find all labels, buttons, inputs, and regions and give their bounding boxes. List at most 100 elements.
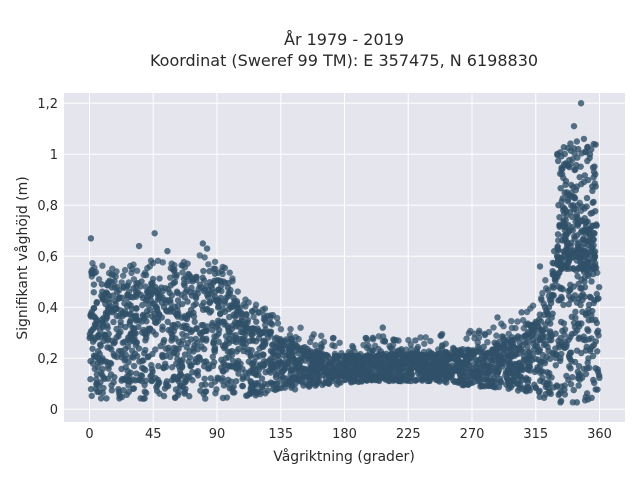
data-point: [569, 374, 576, 381]
data-point: [342, 376, 350, 383]
data-point: [164, 318, 171, 326]
data-point: [339, 358, 347, 366]
data-point: [220, 368, 227, 375]
data-point: [500, 336, 508, 343]
data-point: [596, 374, 603, 382]
data-point: [579, 296, 586, 304]
data-point: [505, 330, 512, 337]
data-point: [289, 353, 296, 361]
data-point: [390, 336, 398, 344]
data-point: [443, 362, 450, 369]
data-point: [421, 340, 428, 347]
data-point: [548, 332, 555, 339]
data-point: [568, 181, 575, 189]
data-point: [312, 342, 319, 349]
x-tick-label: 225: [396, 427, 421, 442]
data-point: [417, 334, 424, 341]
data-point: [110, 318, 117, 326]
data-point: [581, 278, 588, 285]
data-point: [540, 327, 547, 334]
data-point: [122, 355, 129, 363]
data-point: [86, 330, 94, 338]
data-point: [182, 288, 189, 296]
data-point: [141, 388, 148, 395]
data-point: [392, 375, 400, 382]
data-point: [147, 306, 154, 314]
data-point: [573, 138, 581, 145]
data-point: [307, 348, 315, 355]
x-tick-label: 180: [332, 427, 357, 442]
y-tick-label: 0,6: [37, 250, 58, 265]
data-point: [226, 348, 234, 356]
data-point: [119, 339, 127, 346]
data-point: [571, 358, 579, 366]
x-tick-label: 360: [587, 427, 612, 442]
data-point: [570, 265, 577, 273]
data-point: [377, 361, 385, 368]
data-point: [183, 344, 190, 351]
data-point: [504, 351, 511, 358]
data-point: [155, 314, 162, 322]
data-point: [135, 242, 143, 250]
data-point: [566, 349, 574, 357]
data-point: [125, 300, 132, 308]
x-axis-label: Vågriktning (grader): [273, 448, 415, 465]
data-point: [193, 325, 200, 333]
data-point: [525, 376, 532, 383]
data-point: [161, 385, 169, 392]
data-point: [363, 368, 370, 376]
data-point: [227, 303, 235, 311]
data-point: [502, 372, 509, 379]
data-point: [213, 277, 220, 284]
data-point: [96, 350, 103, 358]
data-point: [398, 357, 405, 364]
data-point: [542, 285, 550, 292]
data-point: [535, 356, 542, 363]
data-point: [269, 311, 277, 319]
data-point: [545, 347, 552, 355]
data-point: [293, 342, 301, 350]
data-point: [371, 342, 379, 350]
data-point: [560, 320, 568, 327]
data-point: [481, 331, 489, 339]
data-point: [335, 378, 343, 386]
data-point: [133, 267, 141, 274]
data-point: [157, 342, 164, 350]
data-point: [408, 345, 415, 353]
data-point: [561, 150, 569, 158]
data-point: [149, 313, 156, 320]
data-point: [336, 339, 343, 346]
data-point: [434, 358, 442, 365]
data-point: [202, 388, 209, 395]
data-point: [549, 283, 556, 290]
data-point: [185, 358, 192, 365]
data-point: [444, 373, 452, 380]
data-point: [254, 325, 261, 332]
data-point: [570, 122, 578, 130]
data-point: [212, 265, 219, 272]
data-point: [135, 345, 143, 352]
data-point: [512, 350, 520, 358]
data-point: [505, 385, 512, 392]
data-point: [588, 146, 595, 153]
data-point: [463, 335, 470, 342]
data-point: [212, 390, 219, 397]
data-point: [210, 359, 218, 366]
x-tick-label: 135: [268, 427, 293, 442]
data-point: [89, 360, 97, 367]
data-point: [589, 187, 596, 195]
data-point: [139, 357, 146, 365]
data-point: [379, 324, 386, 331]
data-point: [567, 381, 575, 388]
data-point: [97, 395, 105, 402]
data-point: [224, 338, 231, 345]
data-point: [582, 393, 589, 401]
data-point: [560, 301, 567, 309]
data-point: [235, 319, 243, 326]
data-point: [422, 362, 430, 370]
data-point: [472, 374, 480, 381]
data-point: [594, 327, 602, 334]
data-point: [159, 323, 166, 330]
data-point: [177, 371, 184, 379]
